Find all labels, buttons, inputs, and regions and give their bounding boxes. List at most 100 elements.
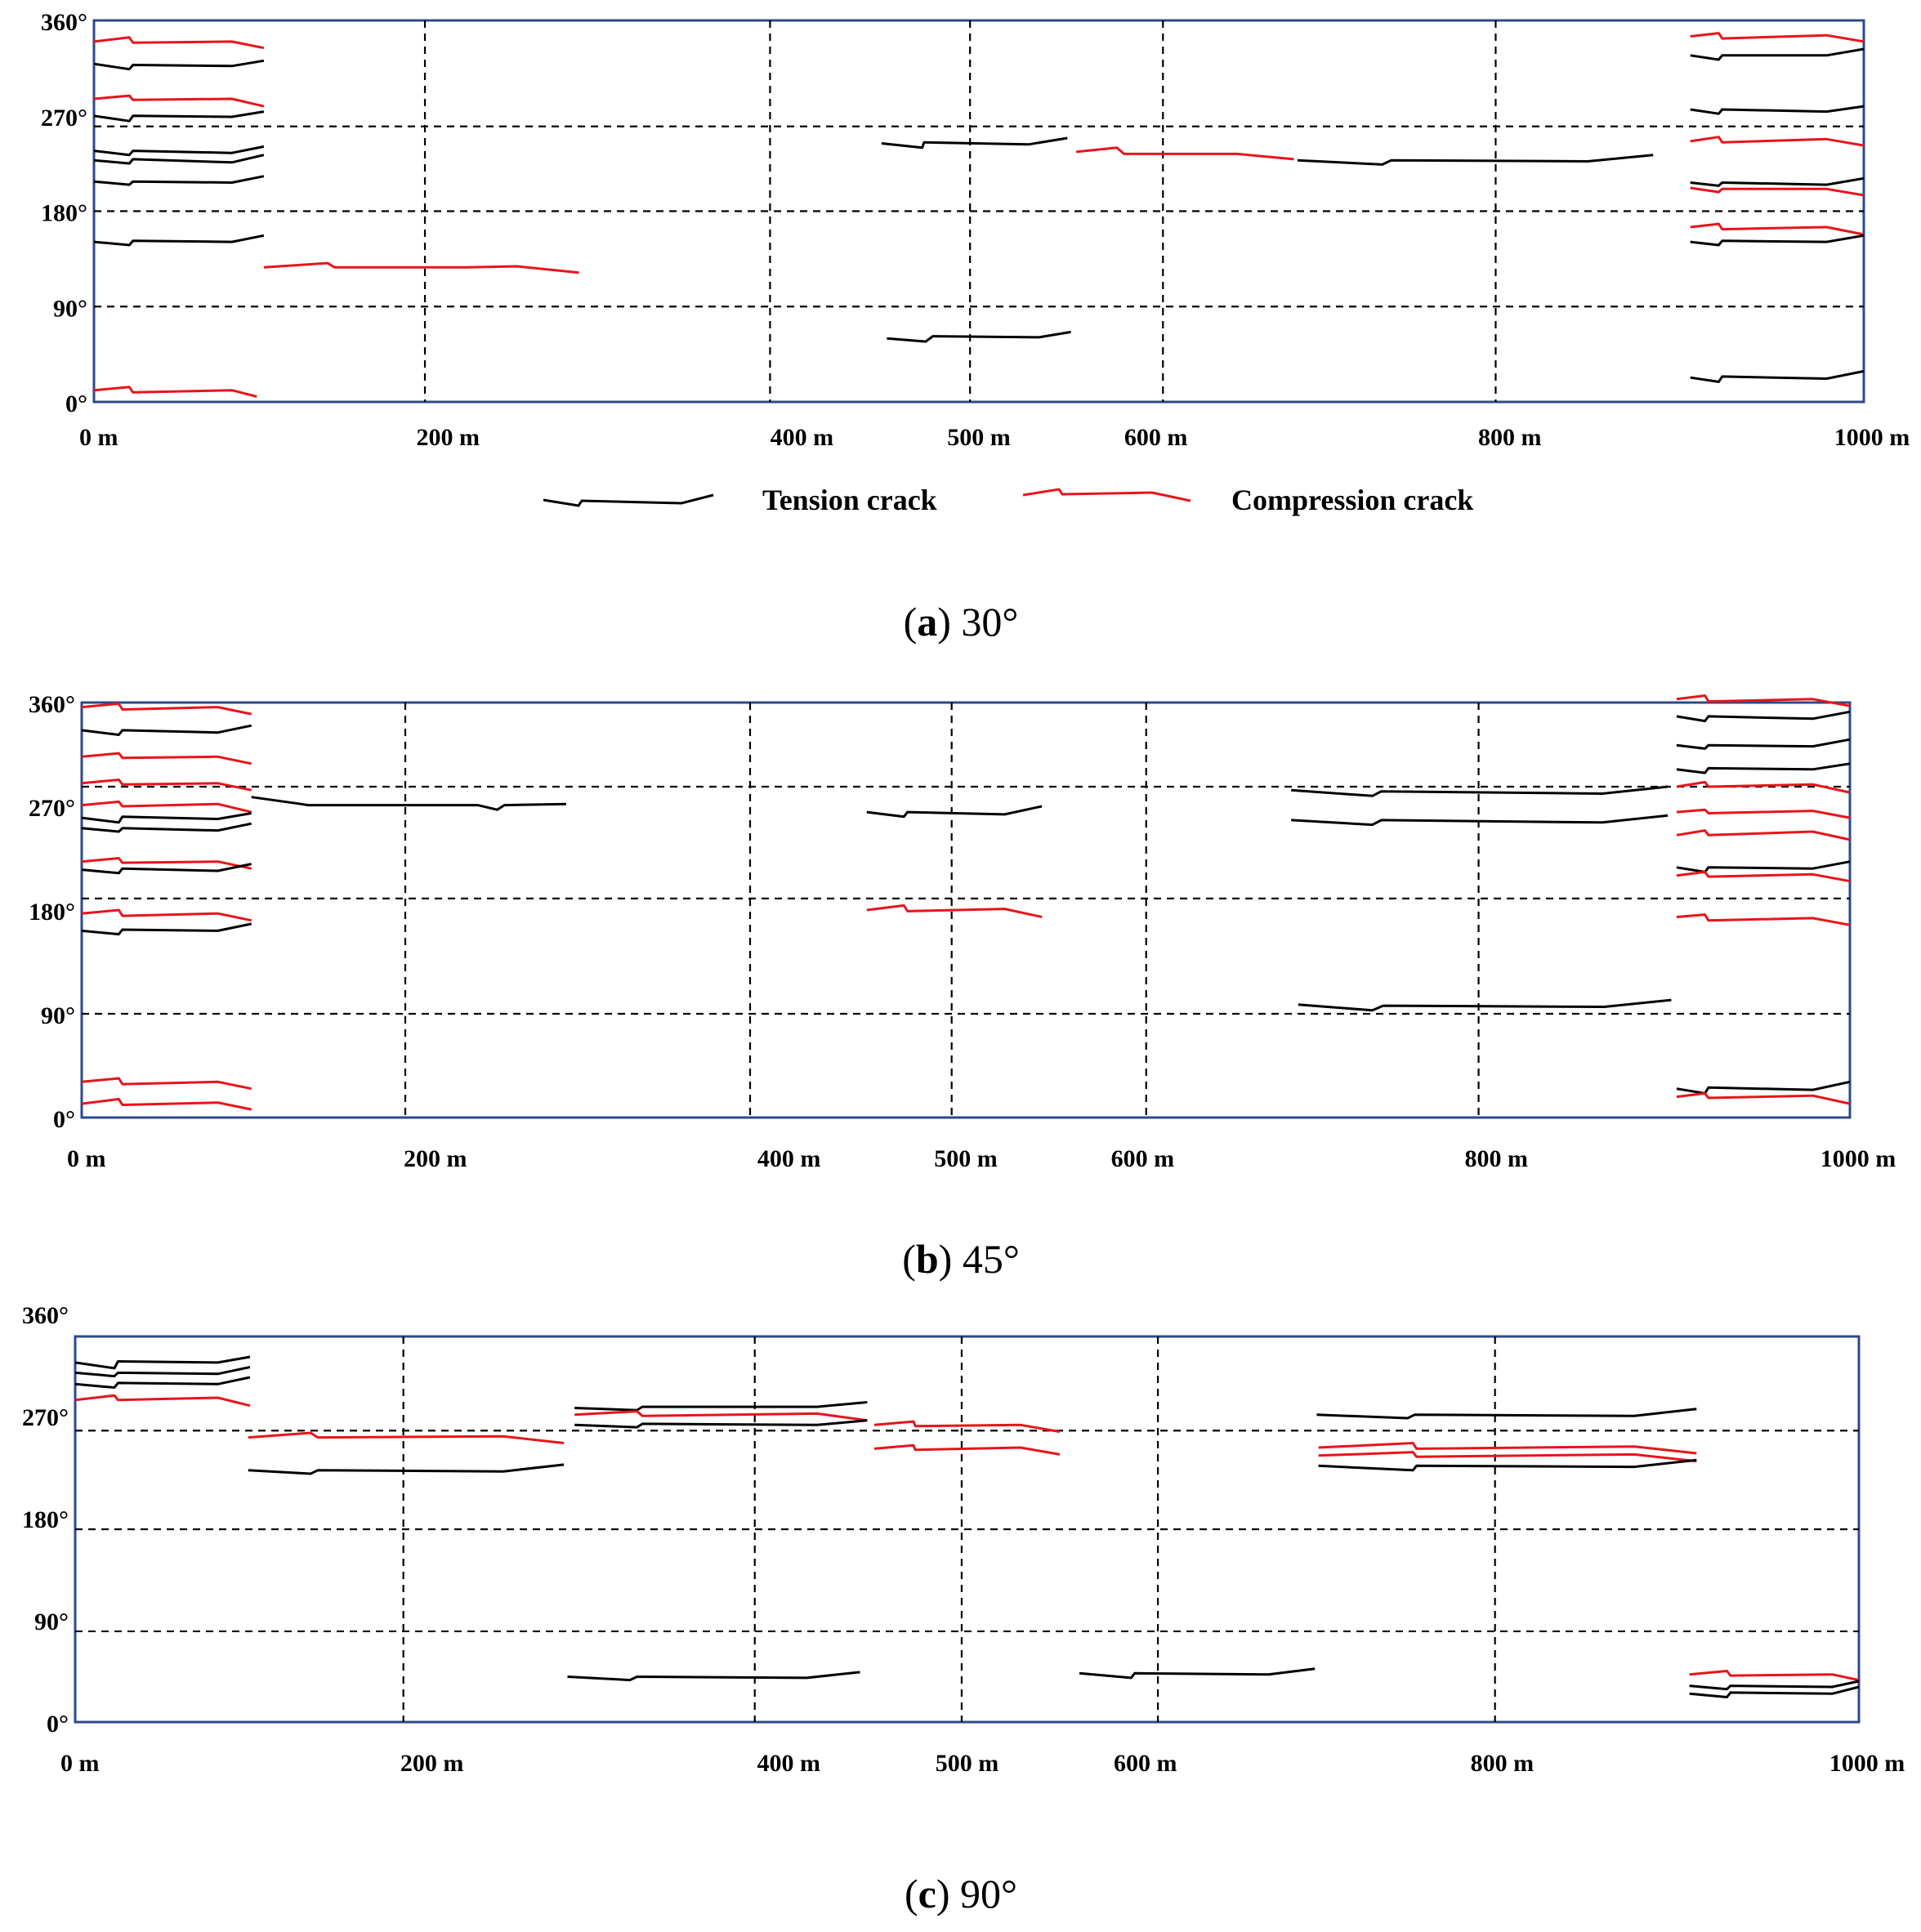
compression-crack xyxy=(81,908,252,922)
tension-crack xyxy=(81,812,252,824)
tension-crack xyxy=(1676,1080,1851,1095)
compression-crack xyxy=(873,1443,1061,1456)
x-tick-label: 500 m xyxy=(934,1145,998,1172)
tension-crack xyxy=(1690,369,1865,383)
compression-crack xyxy=(81,752,252,765)
y-tick-label: 90° xyxy=(53,295,87,322)
y-tick-label: 270° xyxy=(41,105,87,132)
crack-traces xyxy=(93,32,1865,398)
tension-crack xyxy=(1689,1680,1860,1691)
y-tick-label: 360° xyxy=(22,1302,69,1329)
compression-crack xyxy=(1676,780,1851,794)
y-tick-labels: 0° 90° 180° 270° 360° xyxy=(29,691,75,1133)
legend-tension-label: Tension crack xyxy=(762,484,937,516)
tension-crack xyxy=(1079,1667,1316,1680)
x-tick-labels: 0 m 200 m 400 m 500 m 600 m 800 m 1000 m xyxy=(79,424,1910,451)
caption-c-letter: c xyxy=(918,1871,936,1916)
tension-crack xyxy=(1690,105,1865,115)
caption-a-letter: a xyxy=(917,599,937,645)
compression-crack xyxy=(1676,913,1851,926)
tension-crack xyxy=(74,1376,251,1389)
compression-crack xyxy=(1676,829,1851,841)
y-tick-label: 270° xyxy=(29,795,75,822)
tension-crack xyxy=(251,796,566,811)
x-tick-labels: 0 m 200 m 400 m 500 m 600 m 800 m 1000 m xyxy=(67,1145,1896,1172)
tension-crack xyxy=(1291,814,1669,827)
compression-crack xyxy=(866,904,1043,918)
tension-crack xyxy=(1676,860,1851,873)
x-tick-label: 1000 m xyxy=(1834,424,1910,451)
x-tick-label: 1000 m xyxy=(1829,1750,1905,1777)
compression-crack xyxy=(81,702,252,716)
tension-crack xyxy=(1676,738,1851,750)
x-tick-label: 400 m xyxy=(771,424,834,451)
panel-c-90-degrees: 0° 90° 180° 270° 360° 0 m 200 m 400 m 500 m 600 … xyxy=(22,1302,1905,1777)
x-tick-label: 0 m xyxy=(79,424,118,451)
tension-crack xyxy=(93,59,265,71)
compression-crack xyxy=(1690,186,1865,197)
compression-crack xyxy=(1676,808,1851,819)
tension-crack xyxy=(881,136,1068,149)
x-tick-label: 600 m xyxy=(1114,1750,1177,1777)
caption-b-angle: 45° xyxy=(963,1236,1020,1282)
tension-crack xyxy=(1297,154,1654,166)
compression-crack xyxy=(81,800,252,814)
y-tick-label: 0° xyxy=(65,390,87,417)
y-tick-labels: 0° 90° 180° 270° 360° xyxy=(22,1302,69,1738)
caption-c-angle: 90° xyxy=(960,1871,1017,1916)
compression-crack xyxy=(1689,1670,1860,1682)
tension-crack xyxy=(1690,234,1865,247)
x-tick-label: 600 m xyxy=(1111,1145,1175,1172)
compression-crack xyxy=(248,1431,565,1444)
legend-compression-swatch xyxy=(1022,488,1191,502)
caption-a: (a) 30° xyxy=(904,599,1019,645)
tension-crack xyxy=(81,822,252,833)
x-tick-label: 0 m xyxy=(67,1145,106,1172)
tension-crack xyxy=(574,1401,868,1412)
x-tick-label: 800 m xyxy=(1471,1750,1535,1777)
compression-crack xyxy=(263,261,579,274)
tension-crack xyxy=(1298,998,1672,1012)
gridlines xyxy=(94,20,1864,402)
legend-tension-swatch xyxy=(543,493,714,507)
x-tick-label: 500 m xyxy=(947,424,1011,451)
compression-crack xyxy=(1690,222,1865,236)
x-tick-label: 500 m xyxy=(936,1750,999,1777)
compression-crack xyxy=(1318,1451,1697,1463)
caption-b-letter: b xyxy=(916,1236,939,1282)
y-tick-label: 0° xyxy=(47,1711,69,1738)
tension-crack xyxy=(93,145,265,157)
compression-crack xyxy=(81,1077,252,1091)
tension-crack xyxy=(1676,762,1851,774)
compression-crack xyxy=(1318,1442,1697,1455)
y-tick-labels: 0° 90° 180° 270° 360° xyxy=(41,9,87,417)
compression-crack xyxy=(1676,694,1851,707)
x-tick-labels: 0 m 200 m 400 m 500 m 600 m 800 m 1000 m xyxy=(60,1750,1905,1777)
y-tick-label: 270° xyxy=(22,1404,69,1431)
y-tick-label: 0° xyxy=(53,1106,75,1133)
tension-crack xyxy=(93,175,265,186)
x-tick-label: 800 m xyxy=(1478,424,1542,451)
x-tick-label: 200 m xyxy=(400,1750,464,1777)
panel-b-45-degrees: 0° 90° 180° 270° 360° 0 m 200 m 400 m 500 m 600 … xyxy=(29,691,1896,1172)
crack-traces xyxy=(81,694,1851,1111)
legend: Tension crack Compression crack xyxy=(543,484,1473,516)
gridlines xyxy=(82,703,1850,1118)
x-tick-label: 200 m xyxy=(404,1145,467,1172)
tension-crack xyxy=(93,110,265,123)
tension-crack xyxy=(93,154,265,165)
y-tick-label: 180° xyxy=(41,200,87,227)
x-tick-label: 400 m xyxy=(757,1145,821,1172)
x-tick-label: 400 m xyxy=(757,1750,820,1777)
caption-c: (c) 90° xyxy=(905,1871,1017,1916)
tension-crack xyxy=(81,724,252,736)
tension-crack xyxy=(93,234,265,247)
x-tick-label: 0 m xyxy=(60,1750,100,1777)
x-tick-label: 200 m xyxy=(416,424,480,451)
tension-crack xyxy=(81,922,252,936)
tension-crack xyxy=(1676,710,1851,723)
tension-crack xyxy=(74,1366,251,1378)
tension-crack xyxy=(81,863,252,875)
crack-traces xyxy=(74,1355,1860,1698)
tension-crack xyxy=(248,1463,565,1475)
